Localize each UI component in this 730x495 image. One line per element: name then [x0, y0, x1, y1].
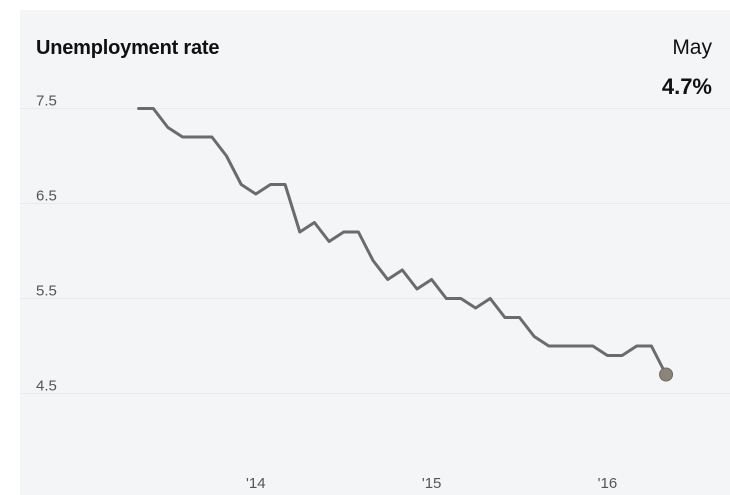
- y-tick-label: 7.5: [36, 93, 57, 110]
- y-axis-ticks: 7.5 6.5 5.5 4.5: [36, 93, 57, 395]
- latest-month-label: May: [672, 36, 712, 59]
- chart-panel: 7.5 6.5 5.5 4.5 '14 '15 '16 Unemployment rate…: [20, 10, 730, 495]
- y-tick-label: 6.5: [36, 188, 57, 205]
- x-tick-label: '15: [422, 475, 442, 492]
- x-tick-label: '14: [246, 475, 266, 492]
- gridlines: [20, 108, 730, 394]
- series-layer: [137, 107, 674, 382]
- latest-point-marker: [659, 367, 674, 382]
- chart-title: Unemployment rate: [36, 37, 220, 59]
- y-tick-label: 5.5: [36, 283, 57, 300]
- x-axis-ticks: '14 '15 '16: [246, 475, 617, 492]
- line-chart: 7.5 6.5 5.5 4.5 '14 '15 '16: [20, 93, 730, 492]
- series-line: [137, 107, 668, 376]
- latest-value: 4.7%: [661, 74, 712, 99]
- y-tick-label: 4.5: [36, 378, 57, 395]
- x-tick-label: '16: [598, 475, 618, 492]
